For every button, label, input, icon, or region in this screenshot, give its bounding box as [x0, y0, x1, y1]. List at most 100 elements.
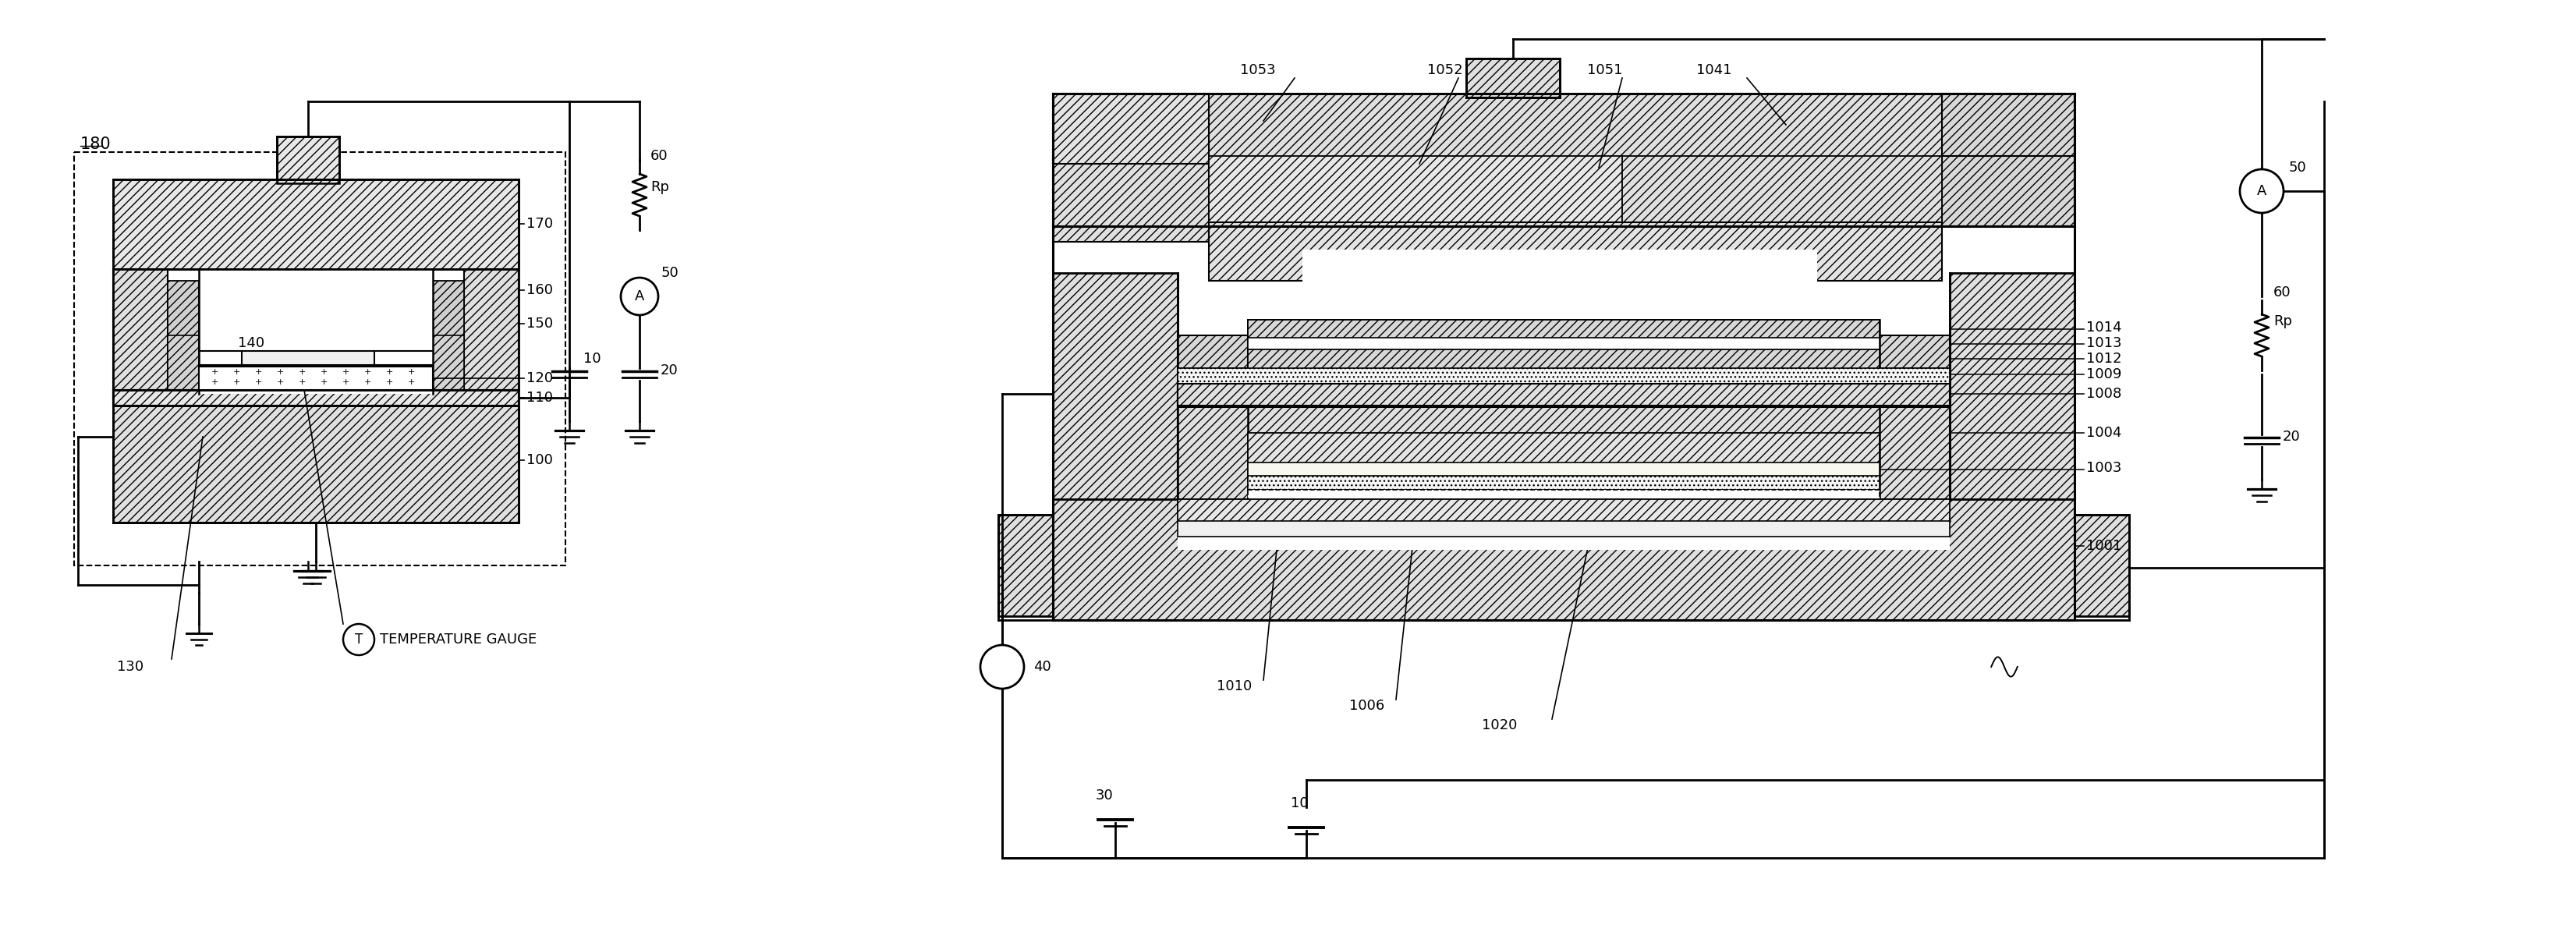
Text: +: +	[232, 368, 240, 376]
Bar	[1303, 250, 1816, 285]
Text: +: +	[319, 378, 327, 386]
Text: 30: 30	[1095, 788, 1113, 803]
Text: 10: 10	[1291, 796, 1309, 810]
Text: +: +	[319, 368, 327, 376]
Bar	[1247, 350, 1880, 369]
Text: 1014: 1014	[2087, 321, 2123, 335]
Bar	[167, 281, 198, 390]
Text: 60: 60	[649, 149, 667, 163]
Text: +: +	[386, 378, 392, 386]
Bar	[1177, 368, 1950, 386]
Text: +: +	[299, 378, 307, 386]
Text: Rp: Rp	[2275, 314, 2293, 328]
Bar	[1247, 320, 1880, 410]
Text: A: A	[634, 290, 644, 303]
Text: +: +	[407, 368, 415, 376]
Bar	[1177, 500, 1950, 549]
Text: 50: 50	[662, 266, 680, 280]
Text: 20: 20	[2282, 430, 2300, 444]
Bar	[1466, 58, 1561, 97]
Text: 1012: 1012	[2087, 352, 2123, 365]
Bar	[1247, 462, 1880, 476]
Text: +: +	[363, 368, 371, 376]
Bar	[1247, 433, 1880, 464]
Bar	[1177, 368, 1950, 386]
Bar	[1247, 338, 1880, 351]
Text: 1053: 1053	[1239, 63, 1275, 77]
Bar	[1942, 156, 2074, 227]
Text: +: +	[255, 378, 263, 386]
Text: +: +	[343, 368, 350, 376]
Bar	[198, 269, 433, 394]
Bar	[1623, 156, 1942, 227]
Text: 1013: 1013	[2087, 336, 2123, 351]
Bar	[1950, 273, 2074, 616]
Text: +: +	[211, 378, 219, 386]
Bar	[1247, 350, 1880, 369]
Text: TEMPERATURE GAUGE: TEMPERATURE GAUGE	[379, 633, 536, 647]
Text: Rp: Rp	[649, 180, 670, 194]
Bar	[1177, 384, 1950, 405]
Bar	[167, 336, 198, 394]
Text: +: +	[407, 378, 415, 386]
Bar	[113, 179, 518, 269]
Bar	[1942, 93, 2074, 203]
Bar	[1054, 273, 1177, 616]
Circle shape	[621, 278, 659, 315]
Text: +: +	[232, 378, 240, 386]
Bar	[242, 351, 374, 365]
Circle shape	[343, 624, 374, 655]
Text: +: +	[343, 378, 350, 386]
Text: 150: 150	[526, 316, 554, 331]
Text: T: T	[355, 633, 363, 647]
Circle shape	[2241, 169, 2282, 213]
Bar	[433, 281, 464, 390]
Text: 140: 140	[237, 336, 265, 351]
Bar	[1247, 320, 1880, 339]
Bar	[1177, 404, 1950, 505]
Bar	[999, 514, 1061, 616]
Text: +: +	[276, 378, 283, 386]
Text: 180: 180	[80, 137, 111, 152]
Circle shape	[981, 645, 1025, 689]
Text: 1041: 1041	[1695, 63, 1731, 77]
Text: 110: 110	[526, 390, 554, 405]
Text: 120: 120	[526, 371, 554, 386]
Text: 60: 60	[2275, 286, 2290, 300]
Bar	[276, 137, 340, 183]
Bar	[1208, 156, 1623, 227]
Text: +: +	[255, 368, 263, 376]
Text: 1020: 1020	[1481, 719, 1517, 733]
Text: +: +	[386, 368, 392, 376]
Text: 1010: 1010	[1216, 679, 1252, 694]
Bar	[1880, 336, 1950, 546]
Bar	[1247, 433, 1880, 507]
Text: 1001: 1001	[2087, 539, 2123, 553]
Bar	[1054, 93, 1208, 164]
Bar	[464, 269, 518, 398]
Bar	[1054, 156, 1208, 241]
Text: 1003: 1003	[2087, 461, 2123, 475]
Bar	[1054, 500, 2074, 620]
Bar	[1247, 490, 1880, 501]
Bar	[198, 366, 433, 390]
Text: 130: 130	[116, 660, 144, 673]
Text: 40: 40	[1033, 660, 1051, 673]
Text: 160: 160	[526, 283, 554, 297]
Text: 1008: 1008	[2087, 387, 2123, 401]
Bar	[2074, 514, 2130, 616]
Bar	[1247, 338, 1880, 351]
Text: A: A	[2257, 184, 2267, 198]
Bar	[113, 390, 518, 407]
Bar	[433, 336, 464, 394]
Text: 20: 20	[659, 364, 677, 377]
Text: 170: 170	[526, 216, 554, 231]
Text: 100: 100	[526, 453, 554, 467]
Bar	[1177, 500, 1950, 523]
Text: +: +	[363, 378, 371, 386]
Bar	[1177, 336, 1247, 546]
Text: 1051: 1051	[1587, 63, 1623, 77]
Text: +: +	[211, 368, 219, 376]
Bar	[1054, 93, 2074, 227]
Text: 1009: 1009	[2087, 367, 2123, 381]
